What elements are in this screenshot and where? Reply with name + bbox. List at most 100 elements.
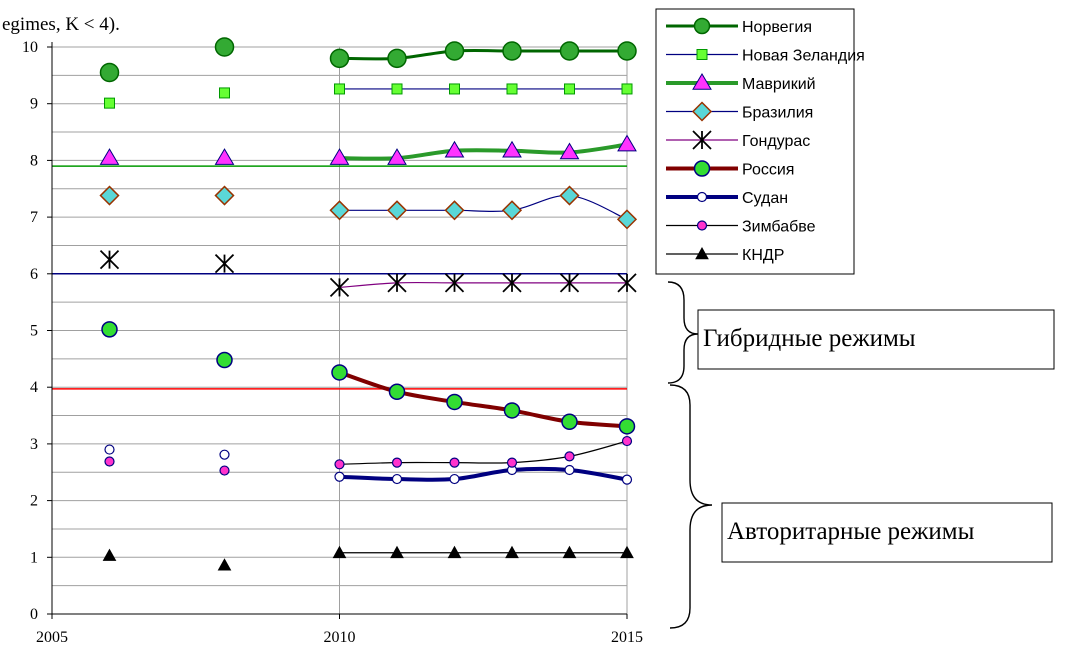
data-point (620, 545, 634, 559)
brace-authoritarian (669, 384, 713, 629)
legend-label: Новая Зеландия (742, 48, 865, 65)
data-point (444, 273, 465, 293)
series-Зимбабве (104, 435, 633, 476)
data-point (390, 545, 404, 559)
data-point (618, 418, 636, 435)
data-point (617, 273, 637, 293)
data-point (102, 548, 117, 561)
data-point (449, 457, 460, 468)
data-point (334, 471, 345, 482)
data-point (329, 277, 350, 298)
data-point (329, 148, 350, 165)
data-point (447, 545, 462, 559)
y-tick-label: 2 (30, 493, 38, 510)
data-point (104, 444, 115, 455)
series-line (339, 142, 628, 161)
legend-item: Норвегия (666, 17, 812, 36)
series-line (339, 466, 628, 482)
data-point (214, 253, 235, 274)
series-line (339, 194, 628, 220)
data-point (214, 185, 235, 206)
data-point (216, 351, 233, 369)
legend-swatch-marker (695, 246, 709, 260)
legend-item: Новая Зеландия (666, 48, 865, 65)
legend-item: Зимбабве (666, 219, 816, 236)
data-point (219, 465, 230, 476)
y-tick-label: 3 (30, 436, 38, 453)
data-point (219, 87, 230, 99)
reference-lines (52, 165, 627, 390)
legend-swatch-marker (696, 49, 708, 60)
y-tick-label: 5 (30, 323, 38, 340)
x-tick-label: 2005 (36, 629, 68, 646)
data-point (219, 449, 230, 460)
x-tick-label: 2015 (611, 629, 643, 646)
data-point (391, 457, 403, 468)
legend-label: Норвегия (742, 19, 812, 36)
data-point (559, 185, 580, 206)
legend: Норвегия Новая Зеландия Маврикий Бразилия Го… (655, 8, 865, 275)
data-point (559, 142, 580, 160)
data-point (444, 140, 465, 158)
series-Маврикий (99, 134, 637, 165)
axes (47, 42, 628, 619)
data-point (104, 456, 115, 467)
y-tick-label: 9 (30, 96, 38, 113)
legend-item: Судан (666, 190, 788, 207)
data-point (449, 83, 460, 95)
series-Гондурас (99, 249, 637, 298)
data-point (621, 83, 633, 95)
data-point (502, 41, 522, 61)
data-point (217, 558, 232, 571)
data-point (506, 83, 518, 95)
data-point (621, 435, 633, 447)
tick-labels: 0 1 2 3 4 5 6 7 8 9 10 2005 2010 2015 (22, 39, 643, 646)
legend-item: Бразилия (666, 101, 813, 122)
y-tick-label: 7 (30, 209, 38, 226)
series-line (339, 440, 628, 465)
data-point (99, 62, 120, 83)
data-point (617, 134, 637, 152)
data-point (387, 48, 407, 69)
series-Бразилия (99, 185, 638, 230)
data-point (564, 464, 575, 476)
series-line (338, 370, 628, 429)
caption-fragment: egimes, K < 4). (2, 14, 120, 35)
data-point (329, 200, 350, 221)
data-point (104, 97, 115, 109)
data-point (388, 383, 406, 400)
legend-swatch-marker (692, 130, 712, 150)
data-point (503, 402, 521, 419)
legend-label: Маврикий (742, 76, 816, 93)
legend-item: Россия (666, 160, 794, 179)
annotation-text-hybrid: Гибридные режимы (703, 325, 916, 352)
legend-swatch-marker (692, 73, 712, 90)
data-point (99, 148, 120, 165)
legend-label: Россия (742, 162, 794, 179)
data-point (329, 48, 350, 69)
legend-swatch-marker (691, 101, 713, 122)
brace-hybrid (667, 281, 699, 384)
series-line (339, 48, 627, 61)
data-point (446, 393, 463, 411)
series-Новая Зеландия (104, 83, 633, 109)
x-tick-label: 2010 (324, 629, 356, 646)
data-point (502, 140, 522, 158)
legend-label: Судан (742, 190, 788, 207)
data-point (391, 83, 403, 95)
legend-swatch-marker (693, 17, 711, 35)
data-point (561, 413, 578, 431)
data-point (391, 473, 403, 485)
series-Норвегия (99, 37, 637, 83)
y-tick-label: 10 (22, 39, 38, 56)
legend-item: Гондурас (666, 130, 810, 150)
data-point (559, 273, 580, 293)
annotations: Гибридные режимы Авторитарные режимы (667, 281, 1055, 629)
data-point (564, 451, 575, 462)
y-tick-label: 4 (30, 379, 38, 396)
y-tick-label: 6 (30, 266, 38, 283)
data-point (214, 37, 235, 57)
data-point (444, 200, 465, 221)
grid (51, 46, 628, 614)
